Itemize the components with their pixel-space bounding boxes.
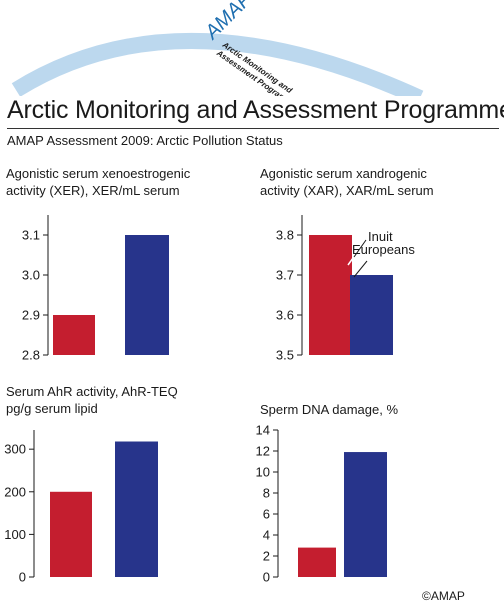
y-tick-label: 8	[263, 486, 270, 501]
bar-europeans	[350, 275, 393, 355]
y-tick-label: 12	[256, 444, 270, 459]
annotation-inuit: Inuit	[368, 229, 393, 244]
y-tick-label: 2.8	[22, 348, 40, 363]
chart-3-title: Serum AhR activity, AhR-TEQ pg/g serum l…	[6, 384, 178, 416]
header-logo-graphic: AMAP Arctic Monitoring and Assessment Pr…	[11, 0, 424, 96]
y-tick-label: 200	[4, 484, 26, 499]
annotation-leader-europeans	[353, 260, 368, 278]
chart-xer: 2.8 2.9 3.0 3.1	[22, 215, 169, 363]
chart-4-title: Sperm DNA damage, %	[260, 402, 399, 417]
page-subtitle: AMAP Assessment 2009: Arctic Pollution S…	[7, 133, 283, 148]
y-tick-label: 3.8	[276, 228, 294, 243]
y-tick-label: 4	[263, 528, 270, 543]
y-tick-label: 2.9	[22, 308, 40, 323]
y-tick-label: 3.7	[276, 268, 294, 283]
y-tick-label: 2	[263, 549, 270, 564]
page-title: Arctic Monitoring and Assessment Program…	[7, 96, 504, 124]
bar-europeans	[115, 441, 158, 577]
y-tick-label: 300	[4, 442, 26, 457]
copyright: ©AMAP	[422, 589, 465, 603]
y-tick-label: 0	[263, 570, 270, 585]
y-tick-label: 3.1	[22, 228, 40, 243]
annotation-leader-inuit	[353, 239, 367, 258]
bar-europeans	[125, 235, 169, 355]
arc-graphic	[11, 32, 424, 96]
y-tick-label: 6	[263, 507, 270, 522]
chart-1-title: Agonistic serum xenoestrogenic activity …	[6, 166, 191, 198]
bar-inuit	[298, 547, 336, 577]
title-rule	[7, 128, 499, 129]
bar-europeans	[344, 452, 387, 577]
y-tick-label: 100	[4, 527, 26, 542]
y-tick-label: 3.5	[276, 348, 294, 363]
bar-inuit	[50, 491, 92, 577]
bar-inuit	[309, 235, 352, 355]
y-tick-label: 14	[256, 423, 270, 438]
annotation-europeans: Europeans	[352, 242, 415, 257]
bar-inuit	[53, 315, 95, 355]
y-tick-label: 3.6	[276, 308, 294, 323]
y-tick-label: 3.0	[22, 268, 40, 283]
y-tick-label: 10	[256, 465, 270, 480]
chart-ahr: 0 100 200 300	[4, 430, 158, 585]
chart-sperm-dna: 0 2 4 6 8 10 12 14	[256, 423, 387, 585]
y-tick-label: 0	[19, 570, 26, 585]
chart-2-title: Agonistic serum xandrogenic activity (XA…	[260, 166, 434, 198]
